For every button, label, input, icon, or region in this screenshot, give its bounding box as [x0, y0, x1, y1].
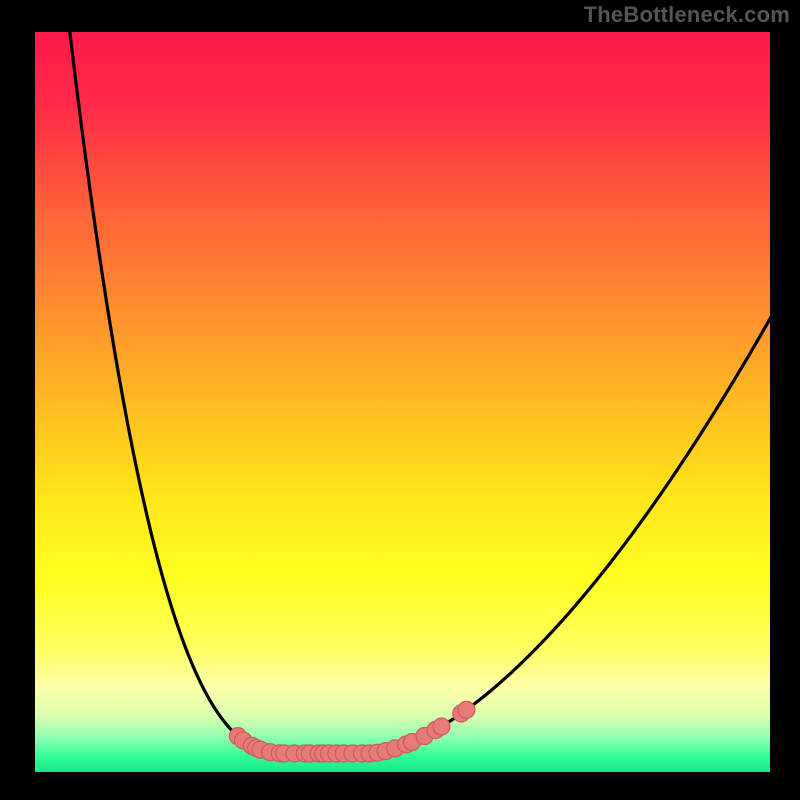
- gradient-background: [35, 32, 770, 772]
- plot-svg: [35, 32, 770, 772]
- marker-dot: [458, 701, 475, 718]
- stage: TheBottleneck.com: [0, 0, 800, 800]
- attribution-text: TheBottleneck.com: [584, 2, 790, 28]
- plot-area: [35, 32, 770, 772]
- marker-dot: [433, 718, 450, 735]
